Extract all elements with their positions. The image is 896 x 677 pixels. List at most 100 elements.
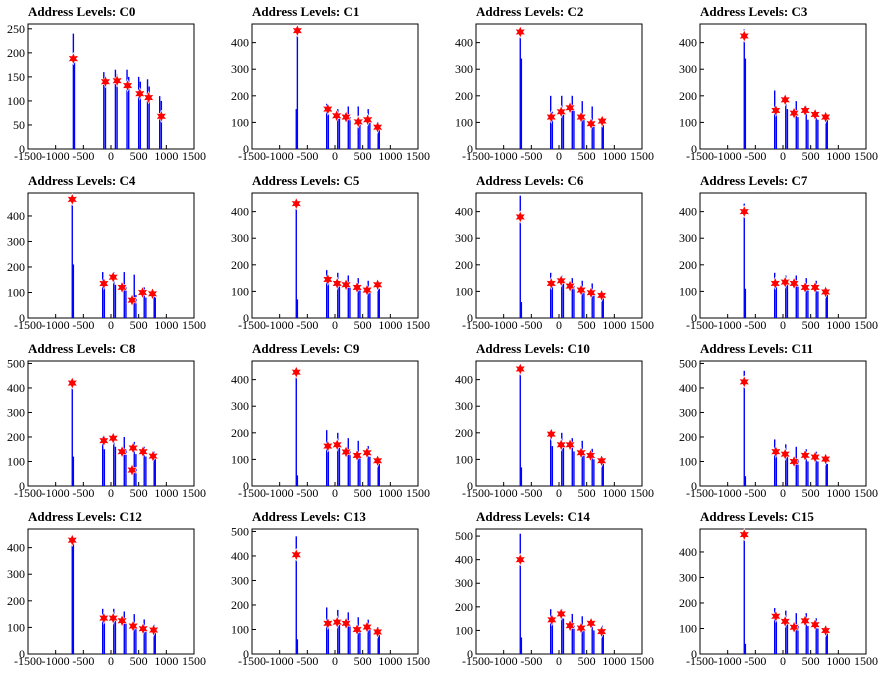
plot-frame — [27, 360, 195, 487]
x-tick-label: -1500 — [462, 149, 490, 163]
x-tick-label: 1000 — [154, 318, 178, 332]
plot-frame — [475, 192, 643, 319]
x-tick-label: 1000 — [378, 486, 402, 500]
y-tick-label: 400 — [455, 373, 473, 387]
histogram-bar — [359, 454, 361, 486]
x-tick-label: -1000 — [266, 486, 294, 500]
y-tick-label: 200 — [679, 430, 697, 444]
y-tick-label: 400 — [679, 545, 697, 559]
histogram-bar — [128, 76, 130, 149]
y-tick-label: 200 — [7, 594, 25, 608]
peak-marker — [779, 275, 792, 289]
peak-marker — [514, 25, 527, 39]
x-tick-label: -500 — [520, 486, 542, 500]
peak-marker — [779, 447, 792, 461]
x-tick-label: -1000 — [266, 318, 294, 332]
x-tick-label: 1000 — [154, 486, 178, 500]
x-tick-label: 0 — [556, 318, 562, 332]
peak-marker — [371, 278, 384, 292]
y-tick-label: 400 — [7, 381, 25, 395]
peak-marker — [514, 210, 527, 224]
chart-title: Address Levels: C10 — [476, 341, 590, 356]
histogram-bar — [583, 454, 585, 486]
histogram-bar — [295, 198, 297, 318]
y-tick-label: 300 — [679, 231, 697, 245]
histogram-bar — [145, 456, 147, 486]
plot-frame — [251, 23, 419, 150]
y-tick-label: 300 — [7, 567, 25, 581]
histogram-bar — [133, 274, 135, 318]
histogram-bar — [125, 622, 127, 654]
x-tick-label: 1500 — [406, 318, 430, 332]
x-tick-label: -1000 — [42, 654, 70, 668]
histogram-bar — [805, 449, 807, 486]
histogram-bar — [593, 630, 595, 654]
peak-marker — [564, 438, 576, 452]
chart-title: Address Levels: C15 — [700, 509, 814, 524]
y-tick-label: 400 — [7, 541, 25, 555]
histogram-bar — [125, 287, 127, 318]
y-tick-label: 150 — [7, 70, 25, 84]
histogram-bar — [153, 624, 155, 654]
y-tick-label: 100 — [231, 115, 249, 129]
histogram-bar — [296, 475, 299, 486]
x-tick-label: 0 — [108, 654, 114, 668]
y-tick-label: 200 — [7, 430, 25, 444]
peak-marker — [97, 276, 110, 291]
histogram-bar — [602, 296, 604, 318]
peak-marker — [321, 616, 334, 631]
peak-marker — [788, 106, 800, 120]
histogram-bar — [133, 614, 135, 654]
histogram-bar — [785, 95, 787, 149]
y-tick-label: 300 — [679, 570, 697, 584]
peak-marker — [340, 616, 352, 631]
histogram-bar — [359, 627, 361, 654]
histogram-bar — [359, 119, 361, 149]
histogram-bar — [807, 119, 809, 149]
plot-frame — [475, 360, 643, 487]
peak-marker — [585, 116, 597, 131]
histogram-bar — [72, 33, 75, 149]
histogram-bar — [378, 288, 380, 318]
histogram-bar — [72, 456, 75, 486]
histogram-bar — [326, 430, 328, 486]
y-tick-label: 400 — [679, 381, 697, 395]
histogram-bar — [153, 451, 155, 486]
histogram-bar — [295, 109, 297, 149]
y-tick-label: 0 — [19, 311, 25, 325]
x-tick-label: 1500 — [854, 318, 878, 332]
histogram-bar — [125, 449, 127, 486]
histogram-bar — [137, 76, 140, 149]
chart-title: Address Levels: C7 — [700, 173, 808, 188]
x-tick-label: -1000 — [490, 149, 518, 163]
histogram-bar — [357, 617, 359, 654]
y-tick-label: 100 — [231, 622, 249, 636]
x-tick-label: 0 — [780, 318, 786, 332]
peak-marker — [116, 444, 128, 459]
chart-title: Address Levels: C2 — [476, 4, 583, 19]
x-tick-label: -500 — [520, 318, 542, 332]
histogram-bar — [817, 628, 819, 654]
x-tick-label: -500 — [72, 654, 94, 668]
chart-title: Address Levels: C13 — [252, 509, 366, 524]
histogram-bar — [367, 446, 369, 486]
histogram-bar — [337, 609, 339, 654]
y-tick-label: 100 — [455, 284, 473, 298]
peak-marker — [371, 625, 384, 639]
histogram-bar — [143, 446, 145, 486]
x-tick-label: 1500 — [854, 149, 878, 163]
y-tick-label: 400 — [679, 36, 697, 50]
y-tick-label: 0 — [19, 479, 25, 493]
histogram-bar — [551, 111, 554, 149]
peak-marker — [361, 112, 374, 127]
histogram-bar — [133, 441, 135, 486]
peak-marker — [147, 623, 160, 637]
histogram-bar — [561, 95, 563, 149]
x-tick-label: -1000 — [266, 149, 294, 163]
y-tick-label: 200 — [231, 426, 249, 440]
histogram-bar — [349, 286, 351, 318]
x-tick-label: -1500 — [238, 318, 266, 332]
y-tick-label: 300 — [679, 405, 697, 419]
chart-panel: Address Levels: C5 0 100 200 300 400 -1500 -100… — [231, 173, 430, 332]
